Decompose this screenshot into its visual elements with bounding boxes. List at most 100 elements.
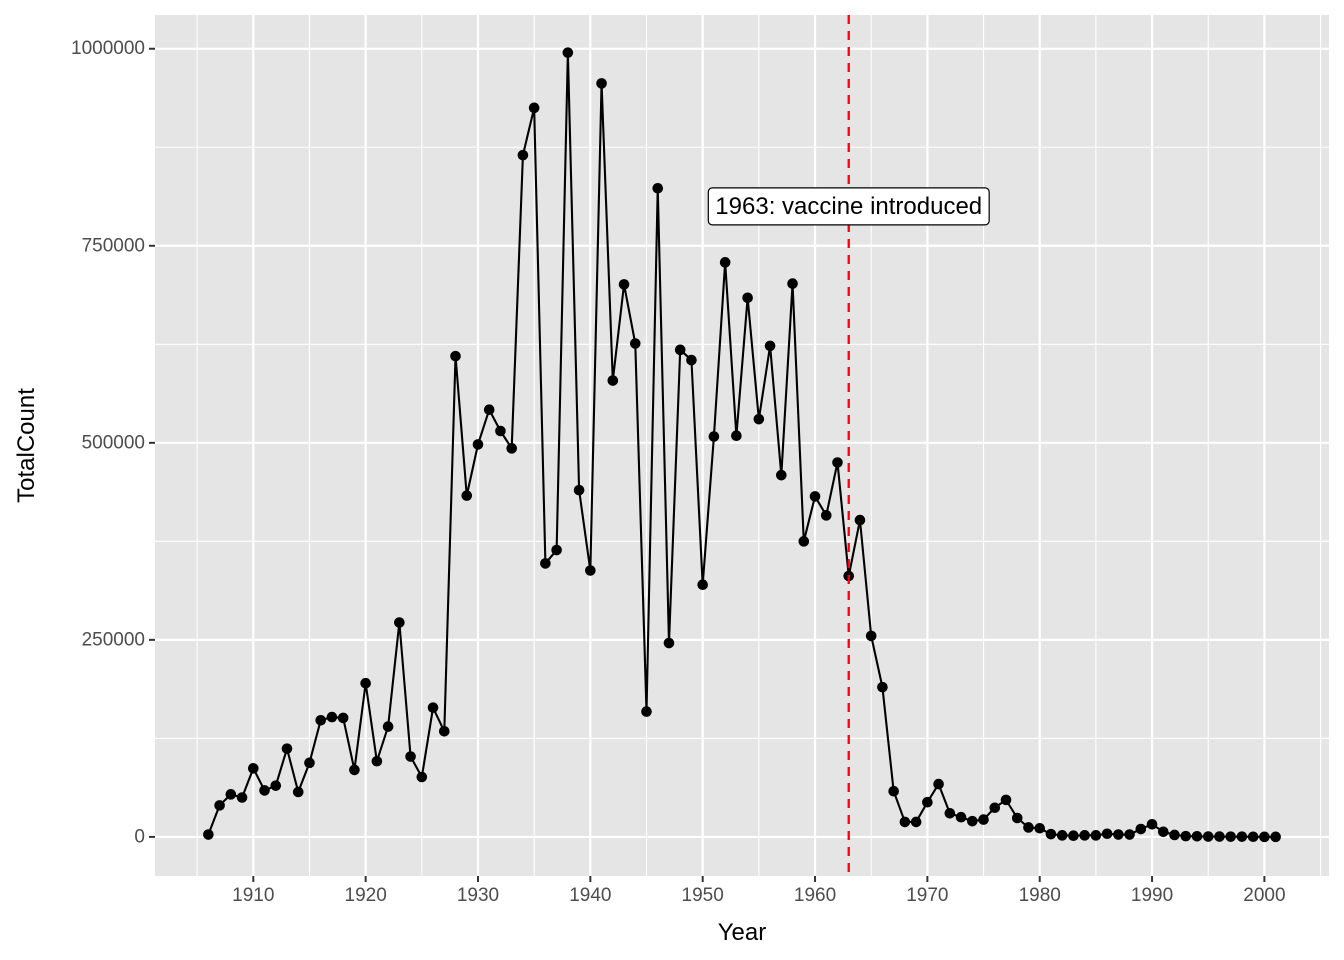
y-tick-label: 750000 <box>82 235 145 256</box>
x-tick-label: 1920 <box>345 885 387 906</box>
x-tick-label: 1970 <box>906 885 948 906</box>
data-point <box>562 47 574 58</box>
data-point <box>1034 822 1046 834</box>
data-point <box>326 711 338 723</box>
data-point <box>854 514 866 526</box>
data-point <box>1045 828 1057 840</box>
x-tick-label: 1980 <box>1019 885 1061 906</box>
y-axis-tick-labels: 0 250000 500000 750000 1000000 <box>71 38 145 847</box>
data-point <box>798 536 810 547</box>
annotation-box <box>707 187 990 226</box>
annotation-label: 1963: vaccine introduced <box>715 193 982 220</box>
plot-panel <box>155 15 1329 876</box>
data-point <box>686 354 697 366</box>
data-point <box>1056 830 1068 841</box>
data-point <box>967 815 978 827</box>
data-point <box>382 721 394 732</box>
data-point <box>1157 826 1169 838</box>
x-axis-ticks <box>252 876 1266 882</box>
data-point <box>776 469 787 481</box>
data-point <box>618 279 630 290</box>
data-point <box>495 425 506 437</box>
data-point <box>820 510 832 521</box>
data-point <box>1079 830 1090 841</box>
data-point <box>1202 831 1214 842</box>
data-point <box>214 800 225 811</box>
data-point <box>1180 830 1192 842</box>
data-point <box>461 490 473 501</box>
data-point <box>1090 830 1102 841</box>
data-point <box>292 786 304 798</box>
data-point <box>910 816 922 828</box>
data-point <box>528 102 540 114</box>
data-point <box>1169 829 1180 841</box>
data-point <box>629 338 641 349</box>
data-point <box>978 814 989 825</box>
data-point <box>832 457 843 468</box>
data-point <box>944 807 956 819</box>
data-point <box>1124 829 1135 840</box>
data-point <box>663 637 675 649</box>
series-points <box>203 47 1281 843</box>
data-point <box>888 785 899 797</box>
data-point <box>877 681 888 693</box>
data-point <box>472 439 484 450</box>
x-tick-label: 1960 <box>794 885 836 906</box>
x-tick-label: 1950 <box>682 885 724 906</box>
data-point <box>989 802 1001 814</box>
data-point <box>450 350 461 362</box>
data-point <box>1247 831 1259 843</box>
data-point <box>764 340 776 352</box>
data-point <box>259 785 270 796</box>
data-point <box>304 757 315 769</box>
vaccine-annotation: 1963: vaccine introduced <box>707 187 990 226</box>
data-point <box>787 278 798 289</box>
data-point <box>641 706 652 717</box>
x-axis-title: Year <box>718 919 767 946</box>
data-point <box>652 182 664 194</box>
data-point <box>573 484 585 496</box>
x-tick-label: 1930 <box>457 885 499 906</box>
data-point <box>708 431 720 442</box>
x-tick-label: 1940 <box>569 885 611 906</box>
data-point <box>270 780 282 791</box>
data-point <box>203 829 214 840</box>
data-point <box>933 778 944 790</box>
data-point <box>955 811 967 823</box>
data-point <box>865 630 877 642</box>
data-point <box>225 789 237 800</box>
data-point <box>236 792 248 803</box>
y-tick-label: 500000 <box>82 432 145 453</box>
minor-gridlines <box>155 15 1329 876</box>
data-point <box>731 430 742 442</box>
data-point <box>607 375 619 386</box>
data-point <box>483 404 495 416</box>
data-point <box>596 78 607 89</box>
data-point <box>416 771 428 783</box>
data-point <box>1270 831 1281 843</box>
data-point <box>1023 822 1034 833</box>
data-point <box>427 702 439 713</box>
data-point <box>719 257 731 268</box>
data-point <box>1113 829 1124 840</box>
data-point <box>506 443 517 454</box>
x-axis-tick-labels: 1910 1920 1930 1940 1950 1960 1970 1980 1990 2000 <box>232 885 1285 906</box>
data-point <box>394 617 405 628</box>
data-point <box>1259 831 1270 843</box>
data-point <box>315 714 327 726</box>
x-tick-label: 1990 <box>1131 885 1173 906</box>
y-axis-title: TotalCount <box>13 388 40 503</box>
data-point <box>248 763 259 774</box>
data-point <box>1011 812 1023 824</box>
data-point <box>337 712 349 724</box>
data-point <box>540 558 551 569</box>
data-point <box>551 544 562 556</box>
data-point <box>1101 828 1113 840</box>
x-tick-label: 1910 <box>232 885 274 906</box>
data-point <box>1146 819 1158 830</box>
data-point <box>809 491 821 502</box>
data-point <box>360 677 371 689</box>
data-point <box>349 764 360 776</box>
y-tick-label: 0 <box>134 826 145 847</box>
